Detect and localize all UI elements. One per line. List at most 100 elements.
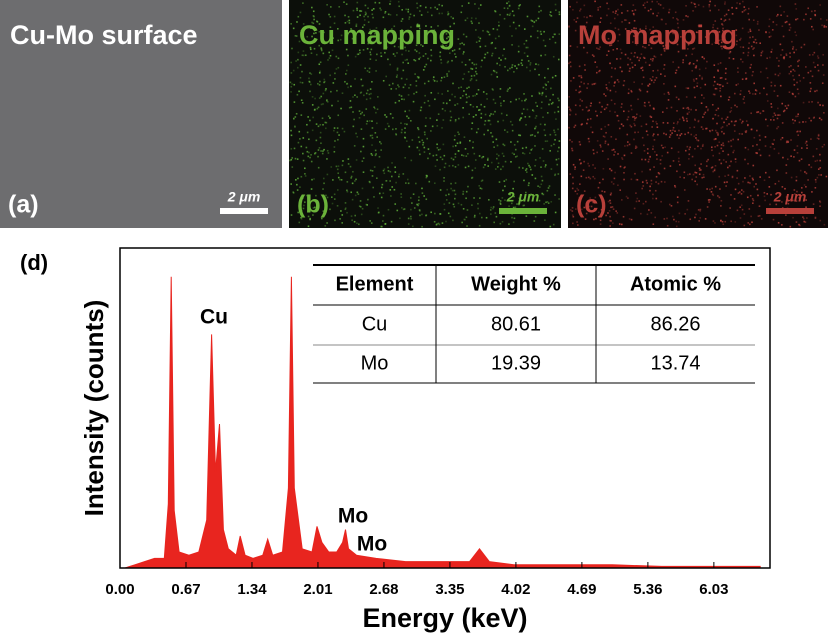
noise-dot: [472, 68, 474, 70]
noise-dot: [486, 98, 488, 100]
noise-dot: [750, 195, 752, 197]
noise-dot: [403, 87, 405, 89]
noise-dot: [794, 70, 796, 72]
noise-dot: [703, 97, 705, 99]
noise-dot: [702, 145, 704, 147]
noise-dot: [338, 6, 340, 8]
noise-dot: [450, 16, 452, 18]
noise-dot: [705, 218, 707, 220]
noise-dot: [458, 150, 460, 152]
noise-dot: [621, 103, 623, 105]
noise-dot: [307, 151, 309, 153]
noise-dot: [707, 109, 709, 111]
noise-dot: [741, 122, 743, 124]
noise-dot: [369, 220, 371, 222]
noise-dot: [328, 14, 330, 16]
noise-dot: [334, 220, 336, 222]
noise-dot: [408, 183, 410, 185]
noise-dot: [309, 81, 311, 83]
noise-dot: [527, 163, 529, 165]
noise-dot: [554, 194, 556, 196]
noise-dot: [771, 51, 773, 53]
noise-dot: [540, 183, 542, 185]
noise-dot: [345, 202, 347, 204]
noise-dot: [422, 192, 424, 194]
noise-dot: [472, 122, 474, 124]
scale-bar: [499, 208, 547, 214]
noise-dot: [690, 109, 692, 111]
noise-dot: [369, 68, 371, 70]
noise-dot: [524, 153, 526, 155]
noise-dot: [720, 163, 722, 165]
noise-dot: [535, 178, 537, 180]
noise-dot: [318, 107, 320, 109]
noise-dot: [649, 83, 651, 85]
noise-dot: [647, 152, 649, 154]
noise-dot: [356, 96, 358, 98]
noise-dot: [423, 69, 425, 71]
noise-dot: [531, 95, 533, 97]
noise-dot: [798, 93, 800, 95]
noise-dot: [714, 169, 716, 171]
noise-dot: [329, 209, 331, 211]
noise-dot: [712, 171, 714, 173]
noise-dot: [735, 189, 737, 191]
noise-dot: [554, 112, 556, 114]
noise-dot: [570, 80, 572, 82]
noise-dot: [804, 171, 806, 173]
noise-dot: [653, 133, 655, 135]
noise-dot: [331, 196, 333, 198]
noise-dot: [786, 164, 788, 166]
noise-dot: [569, 55, 571, 57]
table-cell: 19.39: [491, 352, 541, 374]
noise-dot: [686, 87, 688, 89]
noise-dot: [602, 150, 604, 152]
noise-dot: [611, 170, 613, 172]
noise-dot: [516, 155, 518, 157]
noise-dot: [389, 180, 391, 182]
noise-dot: [372, 175, 374, 177]
noise-dot: [572, 177, 574, 179]
noise-dot: [290, 23, 292, 25]
noise-dot: [769, 155, 771, 157]
noise-dot: [509, 68, 511, 70]
noise-dot: [759, 139, 761, 141]
noise-dot: [811, 166, 813, 168]
noise-dot: [792, 119, 794, 121]
noise-dot: [370, 88, 372, 90]
noise-dot: [329, 75, 331, 77]
noise-dot: [750, 64, 752, 66]
noise-dot: [594, 178, 596, 180]
noise-dot: [549, 99, 551, 101]
noise-dot: [724, 1, 726, 3]
noise-dot: [699, 217, 701, 219]
noise-dot: [749, 29, 751, 31]
noise-dot: [749, 183, 751, 185]
noise-dot: [730, 51, 732, 53]
noise-dot: [607, 212, 609, 214]
noise-dot: [605, 142, 607, 144]
noise-dot: [631, 219, 633, 221]
noise-dot: [529, 70, 531, 72]
noise-dot: [611, 149, 613, 151]
noise-dot: [684, 189, 686, 191]
noise-dot: [496, 63, 498, 65]
noise-dot: [814, 52, 816, 54]
noise-dot: [759, 215, 761, 217]
noise-dot: [793, 156, 795, 158]
noise-dot: [699, 69, 701, 71]
noise-dot: [727, 82, 729, 84]
noise-dot: [649, 169, 651, 171]
noise-dot: [778, 126, 780, 128]
noise-dot: [364, 67, 366, 69]
noise-dot: [454, 135, 456, 137]
noise-dot: [307, 116, 309, 118]
noise-dot: [756, 144, 758, 146]
noise-dot: [291, 72, 293, 74]
noise-dot: [745, 131, 747, 133]
noise-dot: [295, 60, 297, 62]
noise-dot: [492, 89, 494, 91]
noise-dot: [408, 218, 410, 220]
noise-dot: [324, 225, 326, 227]
noise-dot: [749, 67, 751, 69]
